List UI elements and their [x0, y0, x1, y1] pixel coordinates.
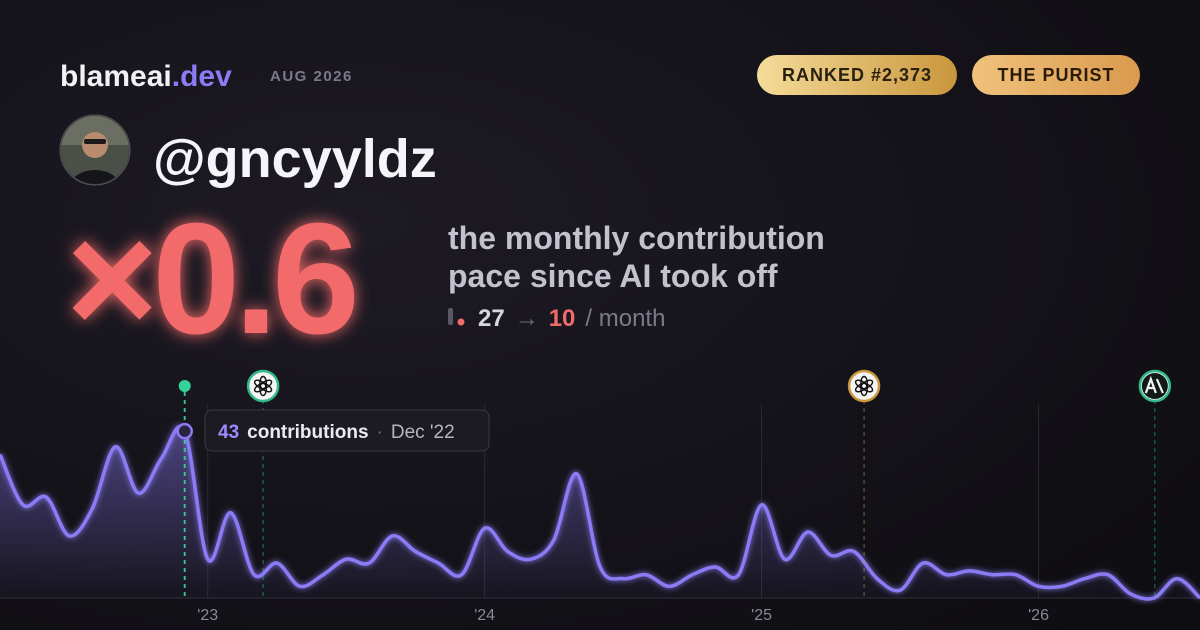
tooltip-text: 43 contributions · Dec '22 — [218, 422, 455, 443]
badge-text: RANKED #2,373 — [782, 65, 932, 85]
x-tick-label: '25 — [751, 607, 772, 624]
openai-glyph — [854, 382, 869, 393]
badge-text: THE PURIST — [997, 65, 1114, 85]
tooltip — [204, 409, 490, 452]
date: AUG 2026 — [270, 68, 353, 85]
x-tick-label: '26 — [1028, 607, 1049, 624]
stat-icon — [457, 318, 465, 326]
tagline: pace since AI took off — [448, 258, 778, 294]
stats: 27 → 10/ month — [478, 305, 665, 332]
badge — [757, 55, 957, 95]
x-tick-label: '23 — [197, 607, 218, 624]
line — [0, 424, 1200, 601]
event-icon — [246, 369, 280, 403]
openai-glyph — [253, 379, 268, 390]
username: @gncyyldz — [153, 129, 437, 189]
event-icon-bg — [1141, 373, 1168, 399]
tooltip-part: · — [377, 422, 383, 443]
tooltip-part: 43 — [218, 422, 239, 443]
highlight-point — [176, 422, 193, 440]
anthropic-glyph — [1144, 375, 1164, 394]
openai-glyph — [253, 382, 268, 393]
tooltip-part: contributions — [247, 422, 368, 443]
openai-glyph — [854, 379, 869, 390]
event-dot — [178, 380, 191, 392]
brand: blameai.dev — [60, 60, 232, 93]
tooltip-part: Dec '22 — [391, 422, 455, 443]
tagline: the monthly contribution — [448, 220, 825, 256]
badge — [972, 55, 1140, 95]
event-icon — [847, 369, 881, 403]
multiplier: ×0.6 — [66, 191, 355, 367]
x-tick-label: '24 — [474, 607, 495, 624]
stat-icon — [448, 308, 453, 325]
